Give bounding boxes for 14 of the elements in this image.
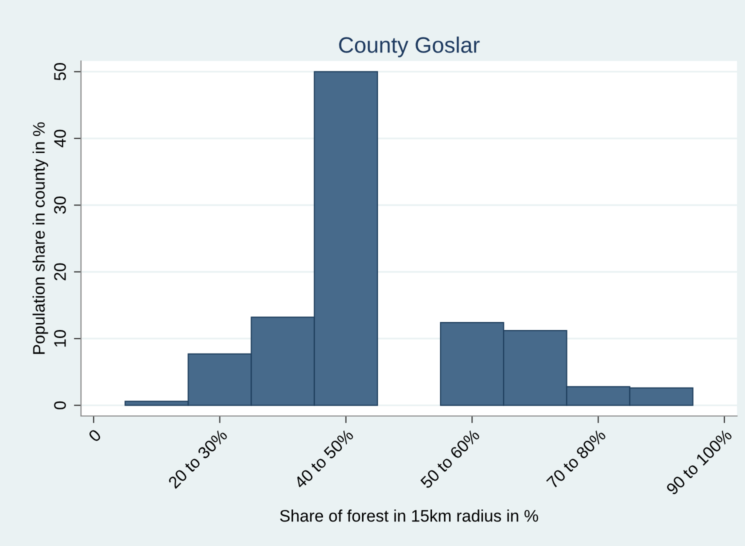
y-tick-label: 0 <box>54 401 66 410</box>
y-tick-label: 10 <box>54 330 66 347</box>
x-tick-label: 50 to 60% <box>420 428 480 490</box>
y-tick-label: 40 <box>54 130 66 148</box>
chart-title: County Goslar <box>339 36 480 58</box>
x-axis-title: Share of forest in 15km radius in % <box>280 510 538 522</box>
x-tick-label: 40 to 50% <box>293 428 354 490</box>
x-tick-label: 20 to 30% <box>168 428 228 489</box>
x-tick-label: 70 to 80% <box>546 428 606 489</box>
y-axis-title: Population share in county in % <box>32 122 48 354</box>
y-tick-label: 30 <box>54 196 66 214</box>
x-tick-label: 0 <box>88 428 102 443</box>
y-tick-label: 20 <box>54 263 66 280</box>
y-tick-label: 50 <box>54 63 66 80</box>
